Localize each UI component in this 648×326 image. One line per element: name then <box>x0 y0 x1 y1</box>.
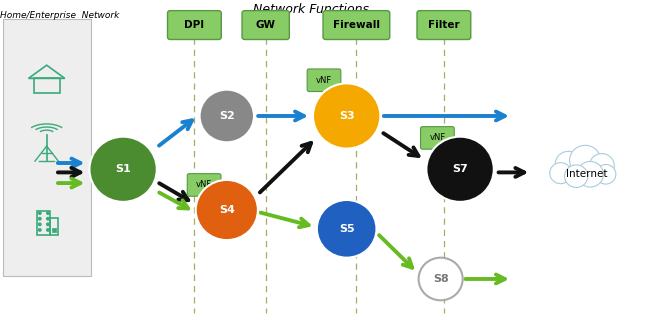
Circle shape <box>47 212 49 214</box>
Circle shape <box>196 180 258 240</box>
Circle shape <box>38 217 41 220</box>
Circle shape <box>200 90 254 142</box>
FancyBboxPatch shape <box>307 69 341 92</box>
Text: S8: S8 <box>433 274 448 284</box>
Text: S5: S5 <box>339 224 354 234</box>
Text: S1: S1 <box>115 164 131 174</box>
Circle shape <box>555 151 582 177</box>
Circle shape <box>419 258 463 300</box>
FancyBboxPatch shape <box>3 19 91 276</box>
Text: S4: S4 <box>219 205 235 215</box>
Circle shape <box>577 161 603 187</box>
Circle shape <box>550 163 572 184</box>
Circle shape <box>47 223 49 226</box>
Text: vNF: vNF <box>429 133 446 142</box>
Text: Filter: Filter <box>428 20 459 30</box>
Circle shape <box>317 200 376 258</box>
FancyBboxPatch shape <box>242 11 289 39</box>
FancyBboxPatch shape <box>421 126 454 149</box>
Circle shape <box>564 165 588 187</box>
Text: vNF: vNF <box>316 76 332 85</box>
Circle shape <box>570 145 601 175</box>
Text: Firewall: Firewall <box>333 20 380 30</box>
Text: S2: S2 <box>219 111 235 121</box>
Text: Internet: Internet <box>566 169 607 179</box>
FancyBboxPatch shape <box>417 11 470 39</box>
FancyBboxPatch shape <box>323 11 389 39</box>
Text: S7: S7 <box>452 164 468 174</box>
Text: S3: S3 <box>339 111 354 121</box>
Circle shape <box>426 137 494 202</box>
Text: Network Functions: Network Functions <box>253 3 369 16</box>
Circle shape <box>596 165 616 184</box>
Circle shape <box>590 154 614 178</box>
Text: GW: GW <box>256 20 275 30</box>
Circle shape <box>47 229 49 231</box>
Text: Home/Enterprise  Network: Home/Enterprise Network <box>0 11 119 20</box>
Text: DPI: DPI <box>184 20 205 30</box>
Text: vNF: vNF <box>196 181 213 189</box>
Circle shape <box>38 212 41 214</box>
FancyBboxPatch shape <box>187 174 221 196</box>
Circle shape <box>38 229 41 231</box>
FancyBboxPatch shape <box>167 11 221 39</box>
Circle shape <box>89 137 157 202</box>
Circle shape <box>313 83 380 149</box>
Circle shape <box>38 223 41 226</box>
FancyBboxPatch shape <box>52 228 56 232</box>
Circle shape <box>47 217 49 220</box>
